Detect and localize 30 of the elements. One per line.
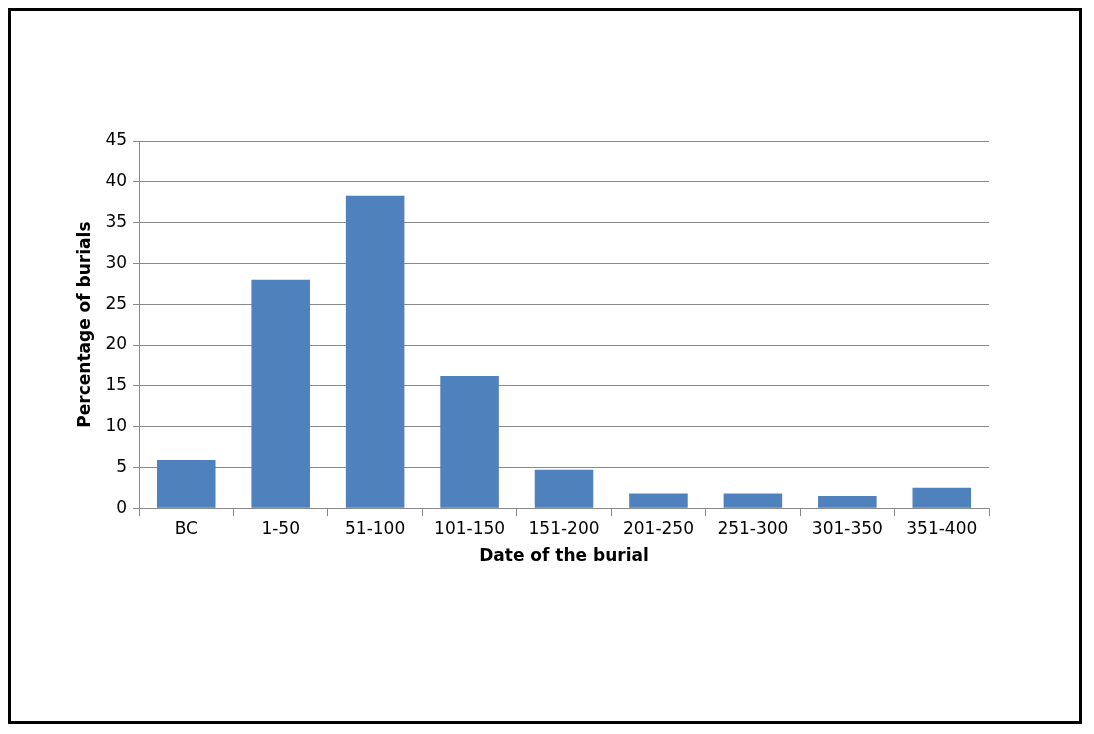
x-tick-label: 151-200 [528, 517, 600, 538]
y-tick-label: 20 [105, 333, 128, 354]
y-tick-label: 15 [105, 374, 128, 395]
y-tick-label: 30 [105, 251, 128, 272]
y-tick-label: 45 [105, 129, 128, 150]
x-tick-label: 251-300 [717, 517, 789, 538]
bar [629, 493, 688, 508]
bar [912, 487, 972, 508]
y-tick-label: 35 [105, 211, 128, 232]
y-tick-label: 40 [105, 170, 128, 191]
x-tick-label: 351-400 [906, 517, 978, 538]
bar [345, 195, 405, 508]
bar [440, 376, 499, 508]
x-tick-label: 201-250 [622, 517, 694, 538]
x-tick-label: 301-350 [811, 517, 883, 538]
bar [534, 469, 594, 508]
y-tick-label: 10 [105, 415, 128, 436]
x-tick-label: 1-50 [261, 517, 300, 538]
y-axis-title: Percentage of burials [73, 221, 94, 428]
x-axis-title: Date of the burial [479, 545, 649, 566]
y-tick-label: 0 [116, 496, 128, 517]
x-tick-label: 51-100 [345, 517, 406, 538]
x-tick-label: BC [174, 517, 198, 538]
bar [156, 460, 216, 508]
x-tick-label: 101-150 [434, 517, 506, 538]
y-tick-label: 25 [105, 292, 128, 313]
bar [251, 279, 310, 508]
bar [818, 495, 877, 508]
y-tick-label: 5 [116, 455, 128, 476]
bar [723, 493, 783, 508]
